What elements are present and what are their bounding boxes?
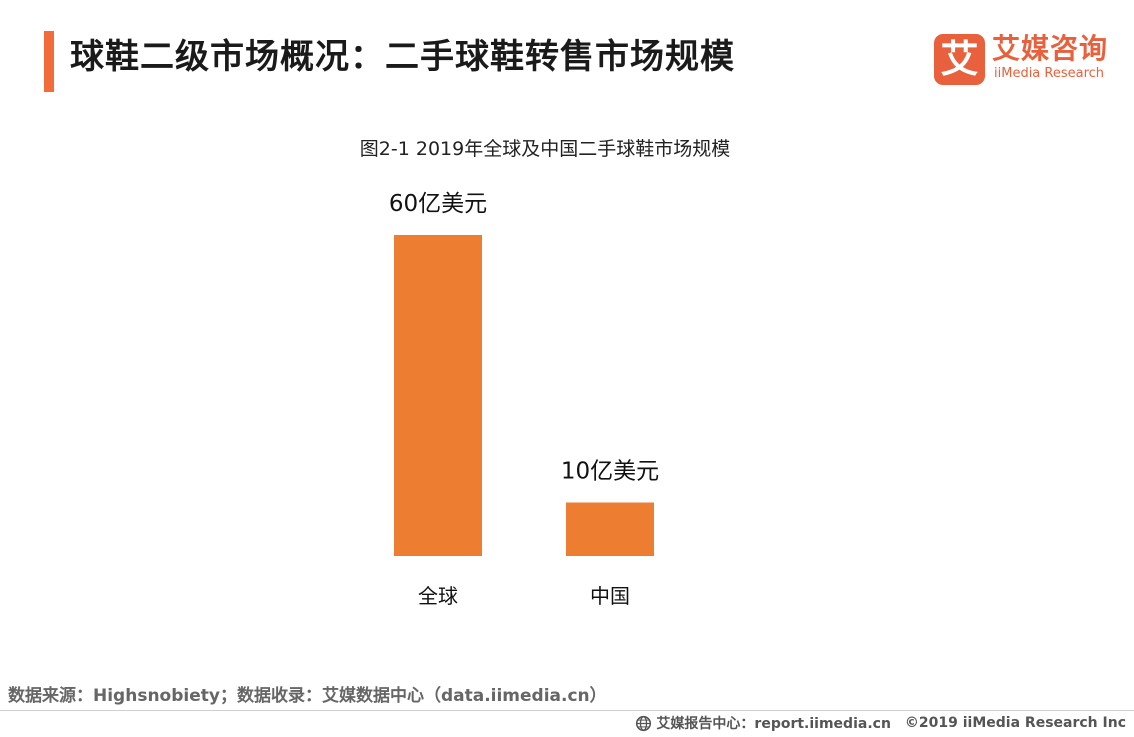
page-title: 球鞋二级市场概况：二手球鞋转售市场规模 bbox=[70, 37, 735, 77]
data-label-china: 10亿美元 bbox=[561, 459, 659, 485]
data-label-global: 60亿美元 bbox=[389, 191, 487, 217]
globe-icon bbox=[636, 715, 652, 731]
chart-title: 图2-1 2019年全球及中国二手球鞋市场规模 bbox=[359, 138, 731, 160]
iimedia-logo: 艾 艾媒咨询 iiMedia Research bbox=[934, 32, 1119, 88]
footer-bar: 艾媒报告中心：report.iimedia.cn ©2019 iiMedia R… bbox=[635, 712, 1126, 734]
category-label-global: 全球 bbox=[418, 584, 458, 608]
footer-divider bbox=[0, 710, 1134, 711]
data-source-note: 数据来源：Highsnobiety；数据收录：艾媒数据中心（data.iimed… bbox=[8, 686, 607, 706]
logo-english-name: iiMedia Research bbox=[994, 66, 1105, 81]
logo-mark-icon: 艾 bbox=[934, 34, 985, 85]
category-label-china: 中国 bbox=[590, 584, 630, 608]
copyright-text: ©2019 iiMedia Research Inc bbox=[904, 715, 1126, 731]
bar-china bbox=[566, 502, 654, 556]
bar-global bbox=[394, 235, 482, 556]
logo-chinese-name: 艾媒咨询 bbox=[992, 32, 1109, 65]
title-accent-bar bbox=[44, 31, 54, 92]
report-center-link[interactable]: 艾媒报告中心：report.iimedia.cn bbox=[656, 716, 891, 732]
